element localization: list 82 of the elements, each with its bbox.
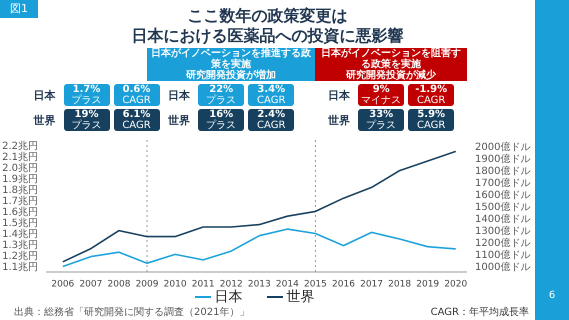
text: 研究開発投資が増加 <box>186 70 276 81</box>
x-tick-label: 2011 <box>192 279 215 290</box>
text: 9% <box>372 84 391 95</box>
y2-tick-label: 1400億ドル <box>475 213 530 226</box>
text: 22% <box>209 84 234 95</box>
x-tick-label: 2006 <box>51 279 75 290</box>
text: CAGR <box>121 120 152 131</box>
text: マイナス <box>360 95 402 106</box>
text: 5.9% <box>416 109 446 120</box>
legend-label: 世界 <box>286 289 314 305</box>
line-series <box>62 228 457 268</box>
x-tick-label: 2020 <box>444 279 468 290</box>
text: 日本 <box>34 88 57 102</box>
chart-title: ここ数年の政策変更は <box>188 6 348 25</box>
y-tick-label: 1.9兆円 <box>2 173 38 186</box>
text: プラス <box>70 120 103 131</box>
y2-tick-label: 1800億ドル <box>475 165 530 178</box>
x-tick-label: 2008 <box>108 279 131 290</box>
x-tick-label: 2015 <box>304 279 327 290</box>
text: 0.6% <box>122 84 152 95</box>
y-tick-label: 2.1兆円 <box>2 151 38 164</box>
y-tick-label: 1.2兆円 <box>2 250 38 262</box>
y2-tick-label: 1900億ドル <box>475 153 530 166</box>
text: 19% <box>74 109 100 120</box>
y2-tick-label: 1700億ドル <box>475 177 530 190</box>
x-tick-label: 2012 <box>220 279 243 290</box>
y-tick-label: 2.2兆円 <box>2 140 38 152</box>
x-tick-label: 2019 <box>416 279 440 290</box>
text: 16% <box>209 109 234 120</box>
y-tick-label: 1.6兆円 <box>2 206 38 218</box>
y-tick-label: 1.8兆円 <box>2 184 38 196</box>
x-tick-label: 2009 <box>136 279 159 290</box>
text: 日本がイノベーションを推進する政策を実施 <box>150 48 312 70</box>
text: 世界 <box>328 112 352 128</box>
caption: 図1 <box>0 0 38 18</box>
text: プラス <box>205 120 238 131</box>
text: プラス <box>205 95 238 106</box>
y2-tick-label: 1000億ドル <box>475 261 530 274</box>
text: CAGR <box>416 120 446 131</box>
text: 1.7% <box>72 84 102 95</box>
text: CAGR <box>121 95 152 106</box>
text: CAGR <box>256 120 286 131</box>
x-tick-label: 2010 <box>164 279 187 290</box>
text: 6.1% <box>122 109 152 120</box>
y-tick-label: 1.5兆円 <box>2 217 38 230</box>
text: 世界 <box>34 112 57 128</box>
text: -1.9% <box>414 84 448 95</box>
text: CAGR <box>256 95 286 106</box>
line-series <box>62 150 457 263</box>
chart-subtitle: 日本における医薬品への投資に悪影響 <box>130 26 404 46</box>
y-tick-label: 1.1兆円 <box>2 261 38 274</box>
text: 6 <box>548 290 556 301</box>
y2-tick-label: 1300億ドル <box>475 225 530 238</box>
text: プラス <box>70 95 103 106</box>
y2-tick-label: 1500億ドル <box>475 201 530 214</box>
y2-tick-label: 1600億ドル <box>475 189 530 202</box>
text: CAGR <box>416 95 446 106</box>
x-tick-label: 2007 <box>79 279 102 290</box>
x-tick-label: 2016 <box>332 279 356 290</box>
y-tick-label: 1.7兆円 <box>2 195 38 208</box>
x-tick-label: 2013 <box>248 279 271 290</box>
text: 3.4% <box>256 84 286 95</box>
x-tick-label: 2018 <box>388 279 412 290</box>
x-tick-label: 2017 <box>360 279 384 290</box>
text: 日本がイノベーションを阻害する政策を実施 <box>320 48 462 70</box>
y2-tick-label: 1100億ドル <box>475 249 530 262</box>
text: 世界 <box>168 112 192 128</box>
text: プラス <box>365 120 398 131</box>
text: 研究開発投資が減少 <box>346 70 436 81</box>
x-tick-label: 2014 <box>276 279 300 290</box>
y2-tick-label: 1200億ドル <box>475 237 530 250</box>
text: CAGR：年平均成長率 <box>430 306 529 319</box>
text: 日本 <box>328 88 352 102</box>
legend-label: 日本 <box>214 289 242 305</box>
y-tick-label: 1.4兆円 <box>2 228 38 240</box>
text: 日本 <box>168 88 192 102</box>
y-tick-label: 1.3兆円 <box>2 239 38 252</box>
text: 2.4% <box>256 109 286 120</box>
text: 33% <box>369 109 394 120</box>
y2-tick-label: 2000億ドル <box>475 141 530 154</box>
source-note: 出典：総務省「研究開発に関する調査（2021年）」 <box>14 306 250 319</box>
y-tick-label: 2.0兆円 <box>2 162 38 174</box>
